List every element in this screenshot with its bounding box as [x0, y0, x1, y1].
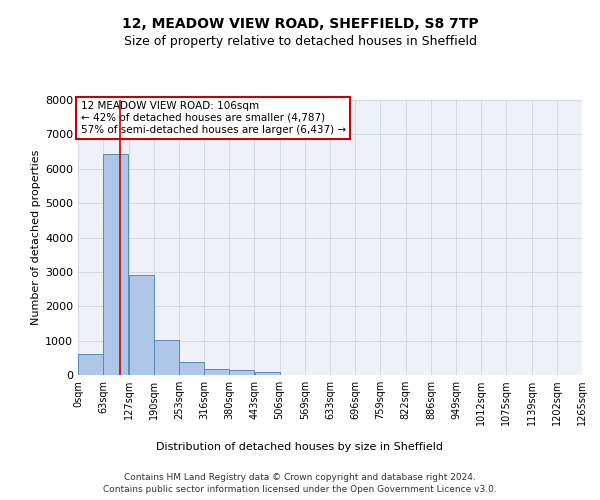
Bar: [179, 362, 204, 375]
Bar: [154, 340, 179, 375]
Text: 12 MEADOW VIEW ROAD: 106sqm
← 42% of detached houses are smaller (4,787)
57% of : 12 MEADOW VIEW ROAD: 106sqm ← 42% of det…: [80, 102, 346, 134]
Text: Contains HM Land Registry data © Crown copyright and database right 2024.: Contains HM Land Registry data © Crown c…: [124, 472, 476, 482]
Text: Contains public sector information licensed under the Open Government Licence v3: Contains public sector information licen…: [103, 485, 497, 494]
Bar: [78, 354, 103, 375]
Y-axis label: Number of detached properties: Number of detached properties: [31, 150, 41, 325]
Text: Distribution of detached houses by size in Sheffield: Distribution of detached houses by size …: [157, 442, 443, 452]
Bar: [204, 369, 229, 375]
Bar: [229, 370, 254, 375]
Bar: [128, 274, 154, 375]
Text: Size of property relative to detached houses in Sheffield: Size of property relative to detached ho…: [124, 35, 476, 48]
Text: 12, MEADOW VIEW ROAD, SHEFFIELD, S8 7TP: 12, MEADOW VIEW ROAD, SHEFFIELD, S8 7TP: [122, 18, 478, 32]
Bar: [254, 372, 280, 375]
Bar: [103, 154, 128, 375]
